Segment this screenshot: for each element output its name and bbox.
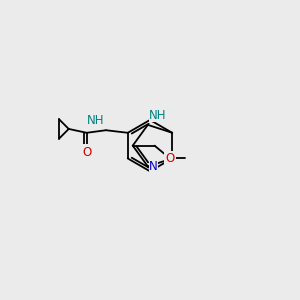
Text: NH: NH	[87, 114, 104, 127]
Text: O: O	[82, 146, 91, 158]
Text: NH: NH	[149, 109, 167, 122]
Text: O: O	[165, 152, 175, 165]
Text: N: N	[149, 160, 158, 173]
